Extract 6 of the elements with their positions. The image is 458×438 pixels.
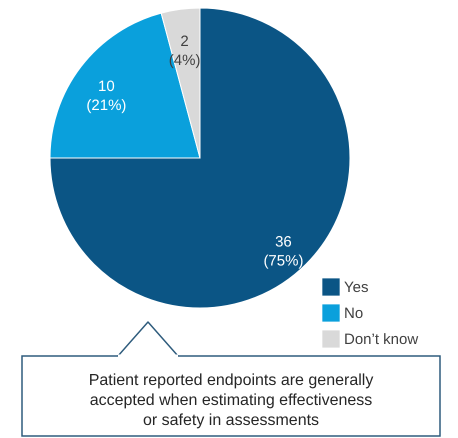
data-label: 36 (75%) <box>263 233 304 270</box>
data-label: 10 (21%) <box>86 78 126 114</box>
legend-label: Don’t know <box>344 331 418 348</box>
legend-label: Yes <box>344 279 368 296</box>
legend-label: No <box>344 305 364 322</box>
text: Patient reported endpoints are generally accepted when estimating effectiveness or safety in assessments <box>88 372 374 429</box>
